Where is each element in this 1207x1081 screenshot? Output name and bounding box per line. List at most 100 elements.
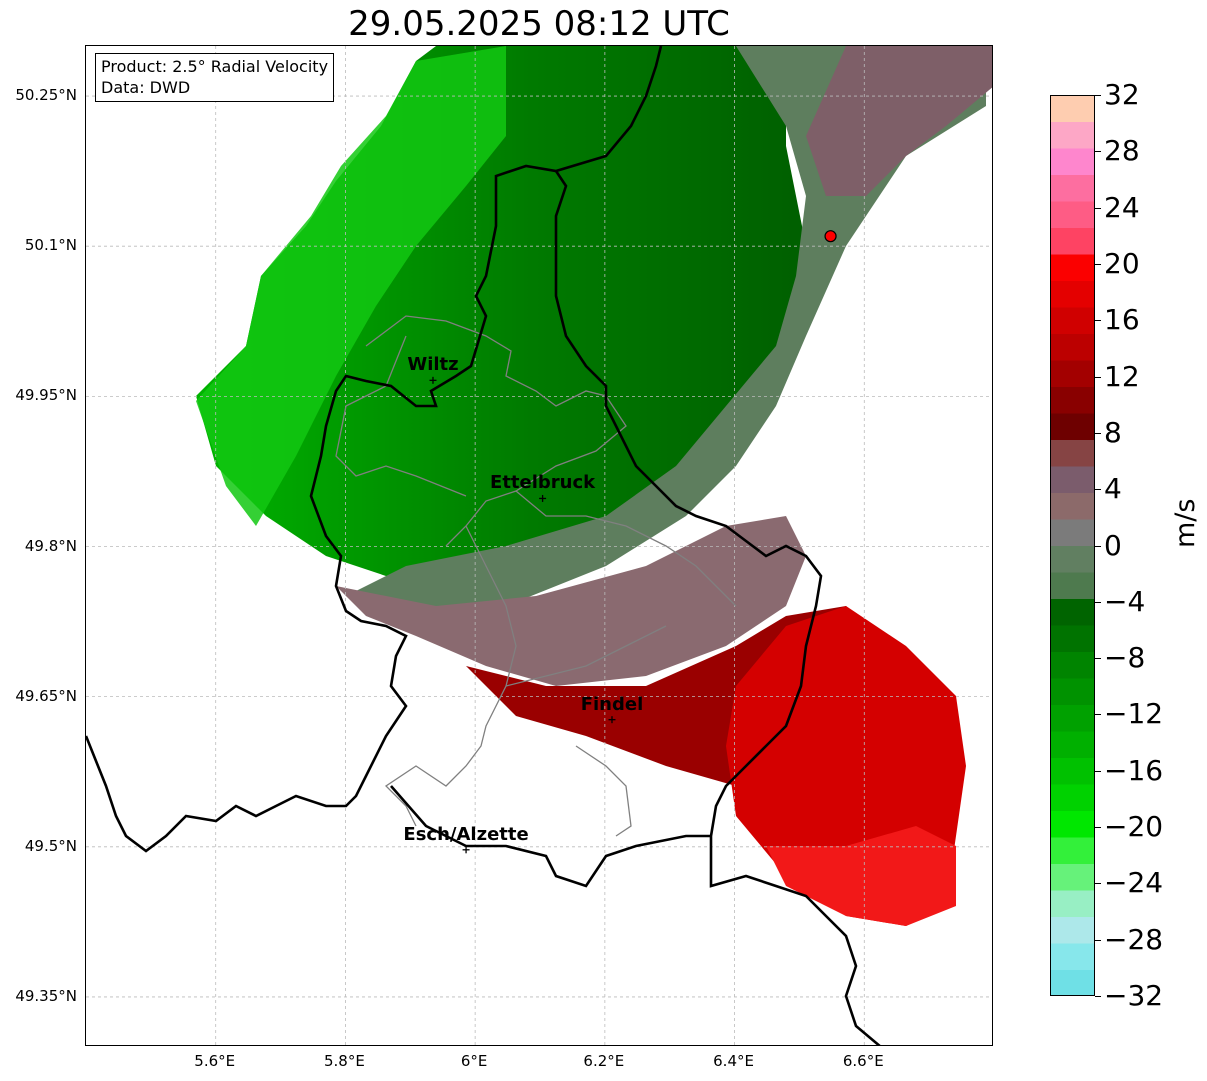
colorbar-segment	[1050, 413, 1095, 440]
colorbar-tick-mark	[1095, 545, 1101, 547]
colorbar-segment	[1050, 969, 1095, 996]
colorbar-tick-mark	[1095, 939, 1101, 941]
colorbar-segment	[1050, 863, 1095, 891]
colorbar-segment	[1050, 519, 1095, 546]
city-label: Findel	[580, 693, 644, 715]
colorbar-tick-label: 20	[1104, 246, 1140, 280]
colorbar-tick-label: 12	[1104, 359, 1140, 393]
colorbar-tick-label: 16	[1104, 303, 1140, 337]
colorbar-tick-mark	[1095, 432, 1101, 434]
colorbar-tick-label: 24	[1104, 190, 1140, 224]
colorbar-tick-label: 32	[1104, 78, 1140, 111]
colorbar-tick-label: −24	[1104, 866, 1164, 900]
radar-map[interactable]: Product: 2.5° Radial Velocity Data: DWD …	[85, 45, 993, 1046]
colorbar-tick-label: −16	[1104, 753, 1164, 787]
colorbar-tick-mark	[1095, 883, 1101, 885]
velocity-region-bright-green	[196, 46, 506, 526]
colorbar-tick-label: −28	[1104, 922, 1164, 956]
colorbar-segment	[1050, 174, 1095, 202]
colorbar-segment	[1050, 784, 1095, 811]
info-box: Product: 2.5° Radial Velocity Data: DWD	[95, 53, 335, 102]
city-label: Wiltz	[407, 354, 459, 376]
colorbar-segment	[1050, 307, 1095, 334]
longitude-tick-label: 6.6°E	[842, 1052, 884, 1070]
city-label: Ettelbruck	[490, 472, 596, 494]
longitude-tick-label: 6.4°E	[713, 1052, 754, 1070]
colorbar-segment	[1050, 439, 1095, 467]
info-product: Product: 2.5° Radial Velocity	[101, 57, 329, 76]
colorbar-segment	[1050, 598, 1095, 626]
colorbar-tick-mark	[1095, 489, 1101, 491]
latitude-tick-label: 49.65°N	[15, 686, 77, 705]
country-border	[86, 46, 663, 853]
longitude-tick-label: 6°E	[460, 1052, 488, 1070]
map-canvas	[86, 46, 992, 1045]
colorbar-segment	[1050, 254, 1095, 281]
colorbar-segment	[1050, 386, 1095, 414]
colorbar-segment	[1050, 943, 1095, 970]
canton-borders	[335, 315, 737, 837]
velocity-region-mauve	[806, 46, 992, 196]
colorbar-tick-mark	[1095, 714, 1101, 716]
latitude-tick-label: 50.1°N	[24, 236, 77, 255]
colorbar-tick-mark	[1095, 263, 1101, 265]
colorbar-tick-mark	[1095, 658, 1101, 660]
latitude-tick-label: 50.25°N	[15, 86, 77, 105]
colorbar-tick-mark	[1095, 601, 1101, 603]
colorbar-segment	[1050, 280, 1095, 308]
colorbar-tick-mark	[1095, 151, 1101, 153]
colorbar-segment	[1050, 625, 1095, 652]
colorbar-segment	[1050, 148, 1095, 175]
colorbar-tick-mark	[1095, 996, 1101, 997]
colorbar-segment	[1050, 227, 1095, 255]
colorbar-tick-label: 4	[1104, 472, 1122, 506]
latitude-tick-label: 49.35°N	[15, 986, 77, 1005]
colorbar-tick-label: 8	[1104, 415, 1122, 449]
country-border-south	[390, 785, 711, 888]
colorbar-tick-label: −20	[1104, 810, 1164, 844]
colorbar-frame	[1050, 95, 1095, 996]
longitude-tick-label: 6.2°E	[583, 1052, 625, 1070]
colorbar-segment	[1050, 492, 1095, 520]
latitude-tick-label: 49.95°N	[15, 386, 77, 405]
info-source: Data: DWD	[101, 78, 191, 97]
colorbar-tick-mark	[1095, 376, 1101, 378]
colorbar	[1050, 95, 1095, 996]
colorbar-unit-label: m/s	[1170, 498, 1201, 548]
colorbar-segment	[1050, 333, 1095, 361]
velocity-region-outbound-bright	[766, 826, 956, 926]
colorbar-tick-mark	[1095, 95, 1101, 96]
colorbar-segment	[1050, 466, 1095, 493]
colorbar-tick-mark	[1095, 207, 1101, 209]
longitude-tick-label: 5.6°E	[194, 1052, 236, 1070]
colorbar-tick-label: −12	[1104, 697, 1164, 731]
colorbar-segment	[1050, 572, 1095, 599]
velocity-region-mauve-south	[336, 516, 806, 686]
radar-site-marker	[824, 230, 837, 243]
longitude-tick-label: 5.8°E	[324, 1052, 365, 1070]
colorbar-segment	[1050, 545, 1095, 573]
country-border-east	[554, 170, 881, 1045]
colorbar-tick-label: 28	[1104, 134, 1140, 168]
colorbar-tick-label: 0	[1104, 528, 1122, 562]
colorbar-segment	[1050, 201, 1095, 228]
colorbar-segment	[1050, 916, 1095, 944]
colorbar-segment	[1050, 810, 1095, 838]
colorbar-segment	[1050, 704, 1095, 732]
colorbar-segment	[1050, 731, 1095, 758]
colorbar-segment	[1050, 121, 1095, 149]
colorbar-segment	[1050, 95, 1095, 122]
colorbar-segment	[1050, 837, 1095, 864]
colorbar-segment	[1050, 360, 1095, 387]
latitude-tick-label: 49.5°N	[24, 836, 77, 855]
colorbar-segment	[1050, 651, 1095, 679]
colorbar-tick-mark	[1095, 320, 1101, 322]
colorbar-tick-mark	[1095, 770, 1101, 772]
colorbar-segment	[1050, 678, 1095, 705]
colorbar-segment	[1050, 757, 1095, 785]
latitude-tick-label: 49.8°N	[24, 536, 77, 555]
colorbar-tick-label: −32	[1104, 979, 1164, 1012]
colorbar-tick-label: −8	[1104, 641, 1146, 675]
colorbar-tick-mark	[1095, 827, 1101, 829]
city-label: Esch/Alzette	[403, 823, 529, 845]
